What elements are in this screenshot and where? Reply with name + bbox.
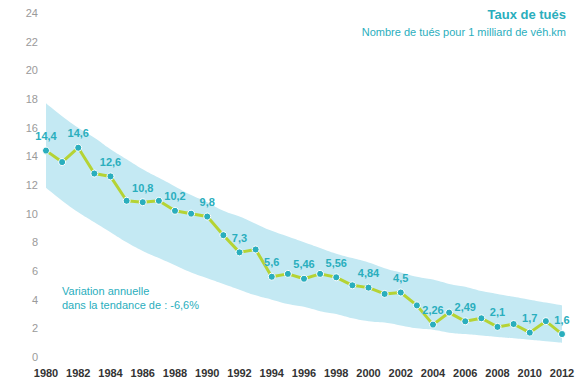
svg-text:7,3: 7,3 [232,232,247,244]
svg-text:Taux de tués: Taux de tués [487,7,566,22]
svg-text:1980: 1980 [34,367,58,379]
svg-text:Nombre de tués pour 1 milliard: Nombre de tués pour 1 milliard de véh.km [362,26,566,38]
svg-text:12: 12 [26,179,38,191]
svg-text:2000: 2000 [356,367,380,379]
svg-text:24: 24 [26,7,38,19]
svg-text:1994: 1994 [260,367,285,379]
svg-text:2,49: 2,49 [455,301,476,313]
svg-text:2002: 2002 [389,367,413,379]
svg-text:Variation annuelle: Variation annuelle [62,285,149,297]
svg-text:16: 16 [25,121,38,134]
svg-text:4,5: 4,5 [393,272,408,284]
svg-text:5,6: 5,6 [264,256,279,268]
svg-text:1984: 1984 [98,367,123,379]
svg-text:2: 2 [32,322,38,334]
svg-text:10: 10 [26,208,38,220]
svg-text:dans la tendance de : -6,6%: dans la tendance de : -6,6% [62,299,199,311]
svg-text:2012: 2012 [550,367,574,379]
svg-text:6: 6 [32,265,38,277]
svg-text:8: 8 [32,236,38,248]
svg-text:2004: 2004 [421,367,446,379]
svg-text:14,4: 14,4 [35,130,57,142]
svg-text:1988: 1988 [163,367,187,379]
svg-text:2006: 2006 [453,367,477,379]
svg-text:5,46: 5,46 [293,258,314,270]
svg-text:5,56: 5,56 [326,257,347,269]
svg-text:2008: 2008 [485,367,509,379]
svg-text:0: 0 [32,351,38,363]
svg-text:12,6: 12,6 [100,156,121,168]
svg-text:10,2: 10,2 [164,190,185,202]
svg-text:1996: 1996 [292,367,316,379]
svg-text:1990: 1990 [195,367,219,379]
svg-text:4,84: 4,84 [358,267,380,279]
svg-text:18: 18 [26,93,38,105]
svg-text:1982: 1982 [66,367,90,379]
svg-text:1,6: 1,6 [554,314,569,326]
svg-text:1,7: 1,7 [522,312,537,324]
svg-text:1992: 1992 [227,367,251,379]
svg-text:4: 4 [32,294,38,306]
svg-text:14: 14 [26,150,38,162]
svg-text:14,6: 14,6 [68,127,89,139]
svg-text:2,1: 2,1 [490,306,505,318]
svg-text:1986: 1986 [131,367,155,379]
svg-text:2,26: 2,26 [422,304,443,316]
svg-text:20: 20 [26,64,38,76]
svg-text:9,8: 9,8 [200,196,215,208]
svg-text:22: 22 [26,36,38,48]
svg-text:2010: 2010 [518,367,542,379]
svg-text:10,8: 10,8 [132,182,153,194]
svg-text:1998: 1998 [324,367,348,379]
